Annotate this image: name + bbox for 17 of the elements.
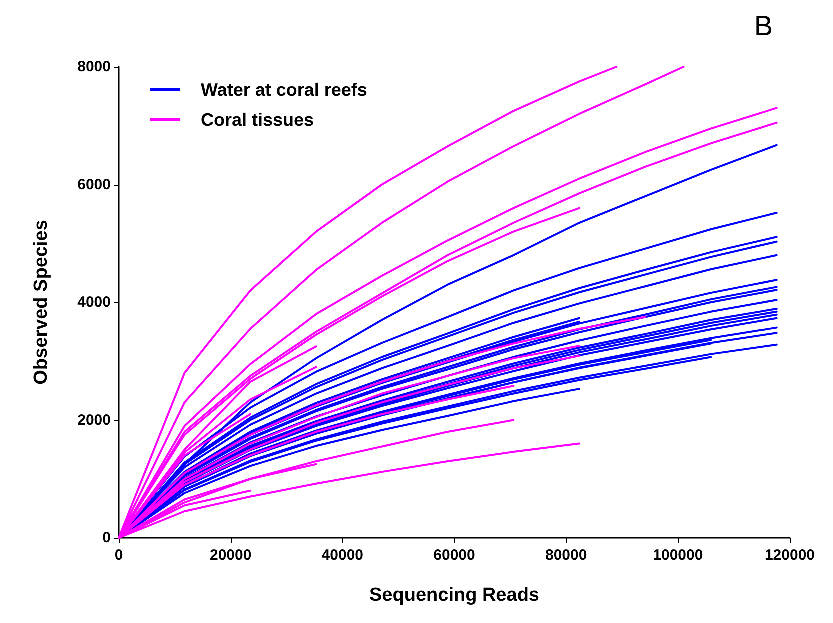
x-tick-label: 100000 bbox=[653, 547, 704, 564]
y-tick-label: 8000 bbox=[78, 58, 111, 76]
y-tick-label: 2000 bbox=[78, 412, 111, 429]
y-tick-label: 4000 bbox=[78, 294, 111, 311]
y-tick-label: 6000 bbox=[78, 176, 111, 194]
x-tick-label: 0 bbox=[114, 547, 124, 564]
y-axis-title: Observed Species bbox=[31, 220, 52, 385]
text: B bbox=[754, 10, 774, 42]
legend-label: Coral tissues bbox=[201, 110, 314, 130]
x-axis-title: Sequencing Reads bbox=[370, 585, 540, 606]
x-tick-label: 20000 bbox=[210, 547, 252, 564]
x-tick-label: 40000 bbox=[322, 547, 364, 564]
x-tick-label: 120000 bbox=[764, 547, 816, 564]
legend-label: Water at coral reefs bbox=[201, 80, 368, 100]
y-tick-label: 0 bbox=[102, 530, 111, 546]
x-tick-label: 60000 bbox=[434, 547, 476, 564]
x-tick-label: 80000 bbox=[545, 547, 588, 564]
